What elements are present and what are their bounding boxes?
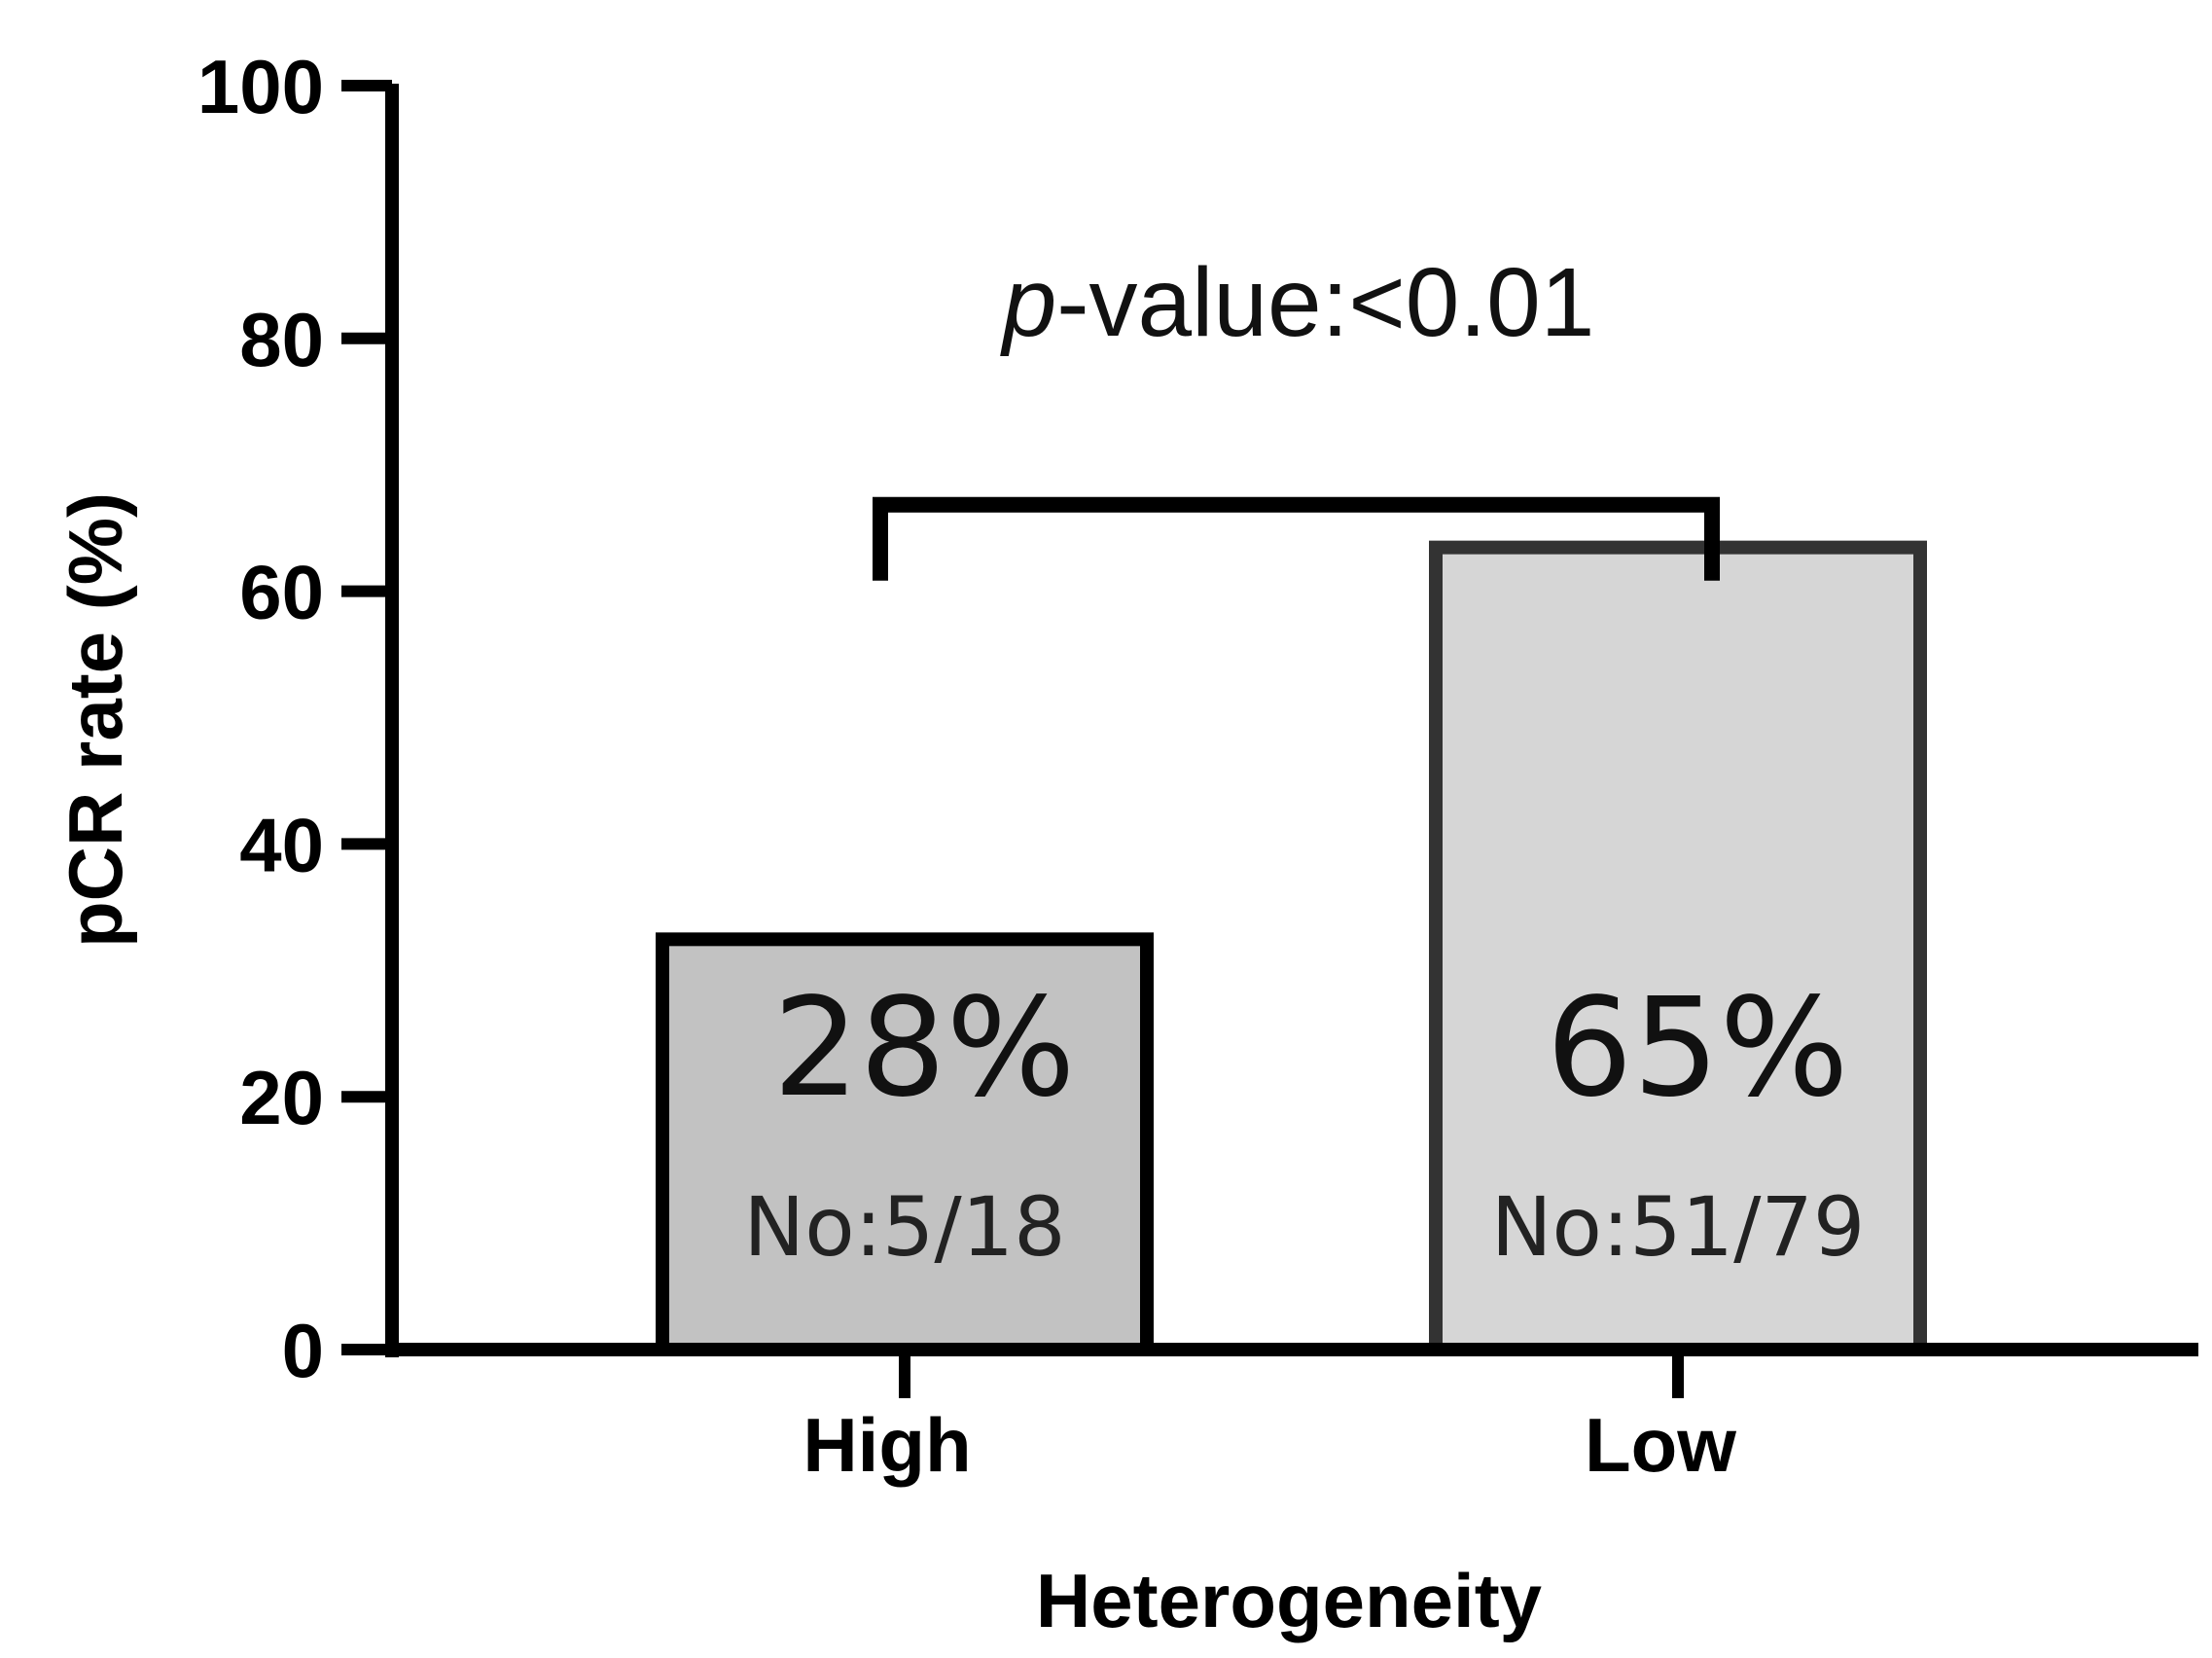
significance-bracket: p-value:<0.01 [873,248,1720,581]
y-tick-label: 100 [197,44,324,129]
p-value-annotation: p-value:<0.01 [1000,248,1595,357]
bar-count-label-high: No:5/18 [743,1179,1065,1275]
bars-layer: 28% No:5/18 65% No:51/79 [656,540,1927,1357]
x-tick-label-high: High [803,1402,971,1488]
p-value-rest: -value:<0.01 [1056,248,1594,357]
bar-count-label-low: No:51/79 [1491,1179,1866,1275]
y-tick-label: 40 [239,802,324,887]
x-axis-title: Heterogeneity [1036,1558,1542,1643]
bracket-line [873,496,1720,581]
y-tick-label: 80 [239,297,324,382]
bar-high [656,932,1154,1357]
bar-value-label-low: 65% [1546,969,1848,1128]
x-tick-label-low: Low [1585,1402,1736,1488]
y-axis-title: pCR rate (%) [53,492,138,948]
axes-layer [385,84,2198,1357]
x-ticks: High Low [803,1350,1736,1488]
y-tick-label: 60 [239,550,324,635]
y-ticks: 0 20 40 60 80 100 [197,44,392,1393]
bar-low [1429,540,1927,1356]
bar-value-label-high: 28% [772,969,1075,1128]
y-tick-label: 20 [239,1055,324,1140]
p-value-italic-p: p [1000,248,1057,357]
y-tick-label: 0 [282,1308,324,1393]
